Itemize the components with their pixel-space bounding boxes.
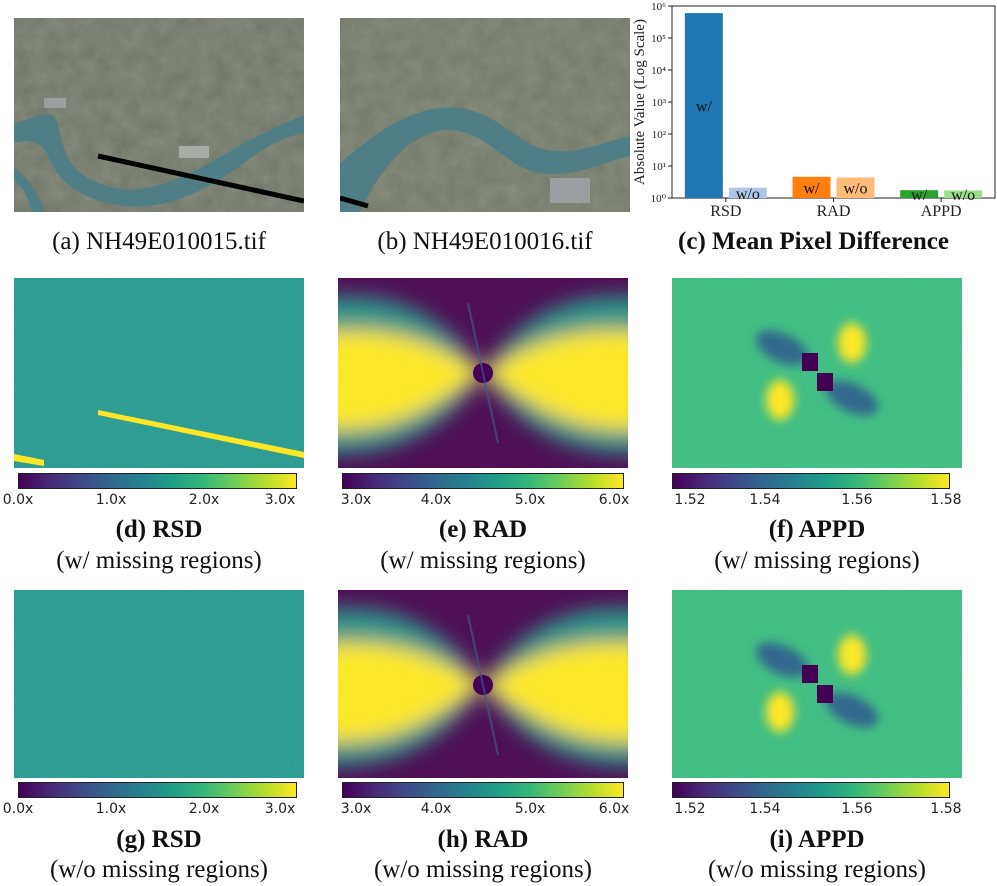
tick-label: 2.0x	[188, 801, 220, 817]
tick-label: 6.0x	[598, 492, 630, 508]
bar-rsd-with	[684, 13, 723, 198]
tick-label: 1.58	[930, 801, 962, 817]
caption-e: (e) RAD	[338, 516, 628, 544]
caption-e-sub: (w/ missing regions)	[380, 547, 586, 574]
caption-i-title: (i) APPD	[769, 826, 865, 853]
y-tick-label: 10⁵	[651, 33, 666, 45]
caption-g-sub: (w/o missing regions)	[49, 856, 269, 883]
rsd-heatmap-with-missing	[14, 278, 304, 468]
y-axis-label: Absolute Value (Log Scale)	[632, 19, 648, 185]
tick-label: 0.0x	[2, 492, 34, 508]
caption-f-sub: (w/ missing regions)	[714, 547, 920, 574]
tick-label: 1.56	[841, 801, 873, 817]
rsd-colorbar	[18, 473, 297, 489]
rad-colorbar	[342, 473, 624, 489]
caption-e-title: (e) RAD	[438, 516, 528, 543]
y-tick-label: 10¹	[652, 161, 666, 173]
caption-f-title: (f) APPD	[768, 516, 866, 543]
caption-h-sub: (w/o missing regions)	[373, 856, 593, 883]
rad-heatmap-without-missing	[338, 590, 628, 778]
bar-rad-without	[836, 177, 875, 198]
tick-label: 5.0x	[514, 801, 546, 817]
satellite-image-b	[340, 18, 630, 212]
caption-i-sub: (w/o missing regions)	[707, 856, 927, 883]
appd-heatmap-with-missing	[672, 278, 962, 468]
satellite-image-a	[14, 18, 304, 212]
caption-d-title: (d) RSD	[115, 516, 203, 543]
x-tick-label: RAD	[817, 203, 851, 220]
caption-f: (f) APPD	[662, 516, 972, 544]
bar-appd-with	[900, 190, 939, 198]
tick-label: 3.0x	[264, 801, 296, 817]
tick-label: 1.56	[841, 492, 873, 508]
tick-label: 1.58	[930, 492, 962, 508]
tick-label: 5.0x	[514, 492, 546, 508]
rsd-heatmap-without-missing	[14, 590, 304, 778]
y-tick-label: 10⁴	[651, 65, 666, 77]
caption-h-title: (h) RAD	[437, 826, 529, 853]
appd-colorbar	[672, 473, 950, 489]
tick-label: 0.0x	[2, 801, 34, 817]
bar-appd-without	[944, 190, 983, 198]
tick-label: 1.54	[749, 492, 781, 508]
bar-rad-with	[792, 176, 831, 198]
tick-label: 4.0x	[420, 492, 452, 508]
caption-g: (g) RSD	[14, 826, 304, 854]
y-tick-label: 10³	[652, 97, 667, 109]
x-tick-label: APPD	[921, 203, 962, 220]
y-tick-label: 10²	[652, 129, 667, 141]
tick-label: 3.0x	[264, 492, 296, 508]
tick-label: 1.52	[674, 801, 706, 817]
rad-heatmap-with-missing	[338, 278, 628, 468]
rsd-colorbar-2	[18, 782, 297, 798]
tick-label: 1.0x	[95, 801, 127, 817]
bar-label: w/o	[951, 187, 975, 204]
caption-c: (c) Mean Pixel Difference	[630, 228, 997, 256]
y-tick-label: 10⁶	[651, 1, 666, 13]
caption-c-text: (c) Mean Pixel Difference	[678, 228, 949, 255]
bar-label: w/	[696, 99, 713, 116]
plot-frame	[671, 5, 996, 199]
y-tick-label: 10⁰	[651, 193, 667, 205]
appd-heatmap-without-missing	[672, 590, 962, 778]
tick-label: 6.0x	[598, 801, 630, 817]
tick-label: 4.0x	[420, 801, 452, 817]
bar-rsd-without	[728, 187, 767, 198]
tick-label: 3.0x	[340, 492, 372, 508]
caption-g-title: (g) RSD	[116, 826, 202, 853]
x-tick-label: RSD	[710, 203, 741, 220]
appd-colorbar-2	[672, 782, 950, 798]
tick-label: 3.0x	[340, 801, 372, 817]
caption-d: (d) RSD	[14, 516, 304, 544]
caption-h: (h) RAD	[338, 826, 628, 854]
bar-label: w/o	[736, 186, 760, 203]
bar-label: w/	[804, 180, 821, 197]
caption-i: (i) APPD	[662, 826, 972, 854]
tick-label: 2.0x	[188, 492, 220, 508]
tick-label: 1.54	[749, 801, 781, 817]
mean-pixel-difference-chart: 10⁰ 10¹ 10² 10³ 10⁴ 10⁵ 10⁶ Absolute Value (Log…	[630, 0, 997, 228]
tick-label: 1.52	[674, 492, 706, 508]
caption-a: (a) NH49E010015.tif	[52, 228, 266, 255]
rad-colorbar-2	[342, 782, 624, 798]
bar-label: w/	[911, 187, 928, 204]
bar-label: w/o	[844, 181, 868, 198]
caption-b: (b) NH49E010016.tif	[377, 228, 593, 255]
caption-d-sub: (w/ missing regions)	[56, 547, 262, 574]
tick-label: 1.0x	[95, 492, 127, 508]
